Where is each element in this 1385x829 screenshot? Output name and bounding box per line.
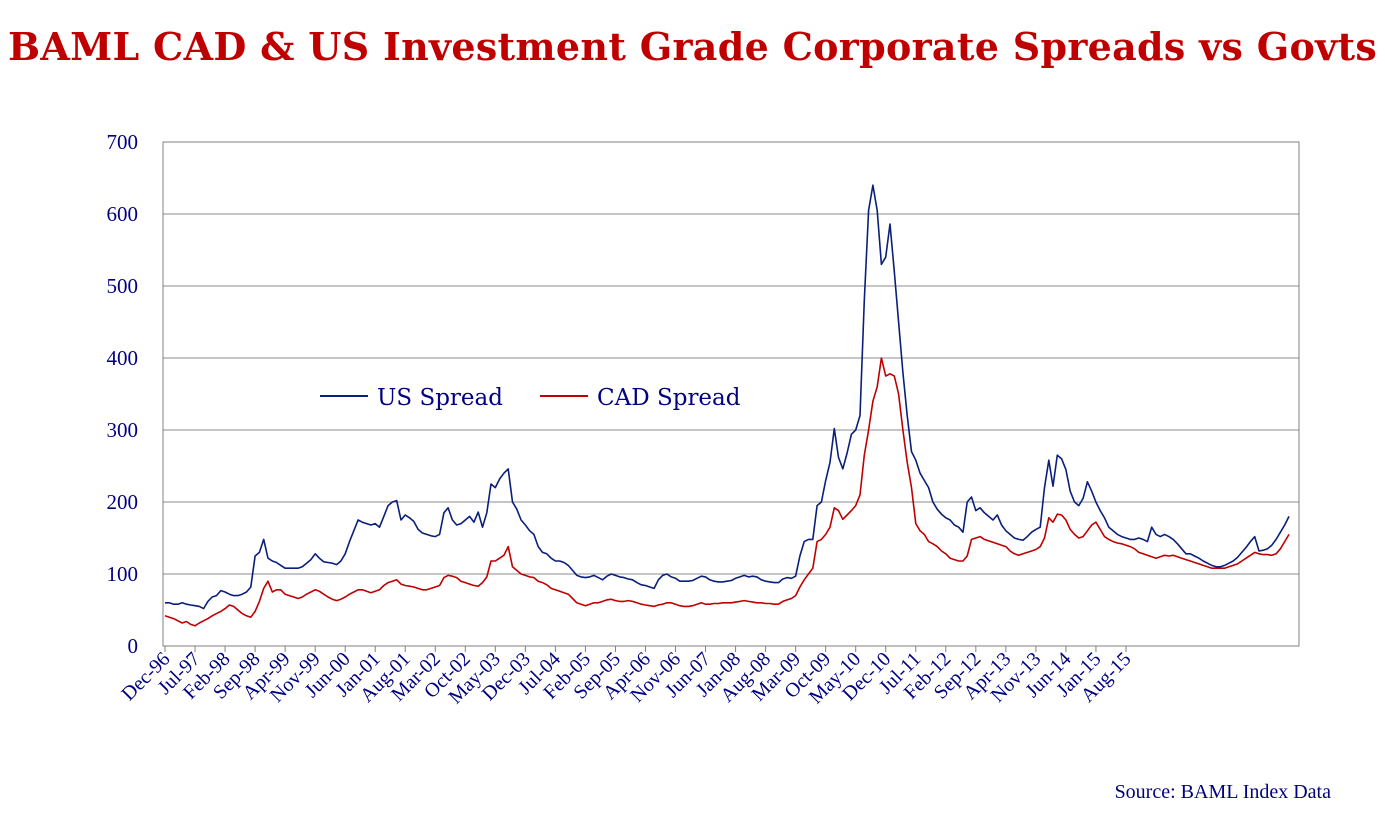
y-axis: 0 100 200 300 400 500 600 700 (107, 130, 139, 658)
gridlines (163, 141, 1299, 575)
y-tick-label: 0 (128, 634, 139, 658)
y-tick-label: 700 (107, 130, 139, 154)
series-line-cad-spread (164, 357, 1290, 627)
y-tick-label: 400 (107, 346, 139, 370)
y-tick-label: 200 (107, 490, 139, 514)
plot-area-frame (162, 141, 1300, 647)
series-layer (164, 184, 1290, 627)
y-tick-label: 600 (107, 202, 139, 226)
y-tick-label: 300 (107, 418, 139, 442)
legend-label-cad-spread: CAD Spread (597, 385, 741, 411)
y-tick-label: 500 (107, 274, 139, 298)
legend: US Spread CAD Spread (320, 385, 741, 411)
legend-label-us-spread: US Spread (377, 385, 503, 411)
series-line-us-spread (165, 184, 1290, 610)
y-tick-label: 100 (107, 562, 139, 586)
x-axis: Dec-96Jul-97Feb-98Sep-98Apr-99Nov-99Jun-… (117, 646, 1136, 708)
source-note: Source: BAML Index Data (1114, 781, 1331, 803)
chart-title: BAML CAD & US Investment Grade Corporate… (7, 24, 1378, 69)
